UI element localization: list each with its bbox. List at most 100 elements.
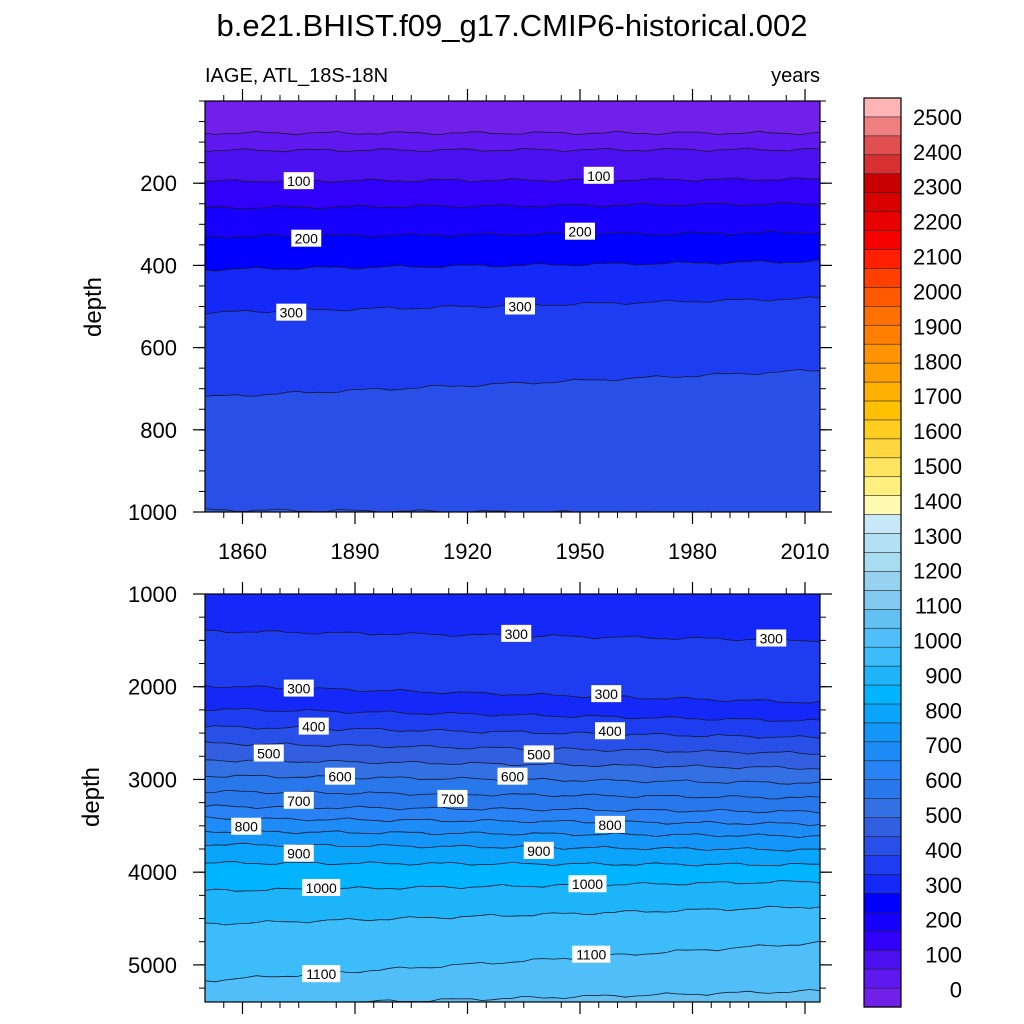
colorbar-swatch bbox=[863, 362, 902, 383]
lower-contour-label-box bbox=[302, 878, 341, 896]
lower-contour-label-box bbox=[231, 817, 262, 835]
upper-contour-label-box bbox=[505, 297, 535, 315]
lower-contour-label-box bbox=[497, 767, 528, 785]
lower-ytick-label: 4000 bbox=[128, 860, 177, 885]
colorbar-swatch bbox=[863, 400, 902, 421]
upper-xtick-label: 2010 bbox=[781, 539, 830, 564]
lower-contour-line bbox=[204, 759, 821, 770]
lower-contour-line bbox=[204, 741, 821, 755]
colorbar-label: 1400 bbox=[913, 489, 962, 514]
colorbar-label: 1700 bbox=[913, 384, 962, 409]
colorbar-swatch bbox=[863, 268, 902, 288]
colorbar-swatch bbox=[863, 343, 902, 364]
lower-contour-label: 800 bbox=[235, 819, 259, 835]
colorbar-swatch bbox=[863, 211, 902, 232]
lower-contour-label-box bbox=[591, 685, 622, 703]
lower-contour-line bbox=[204, 707, 821, 722]
colorbar-label: 2500 bbox=[913, 105, 962, 130]
colorbar-label: 200 bbox=[925, 908, 962, 933]
colorbar-swatch bbox=[863, 249, 902, 270]
upper-contour-band bbox=[205, 369, 820, 512]
upper-ylabel: depth bbox=[80, 277, 107, 337]
upper-contour-label-box bbox=[276, 303, 307, 321]
upper-xtick-label: 1890 bbox=[331, 539, 380, 564]
lower-contour-line bbox=[204, 816, 821, 827]
colorbar-label: 1800 bbox=[913, 349, 962, 374]
colorbar-swatch bbox=[863, 798, 902, 819]
lower-contour-label: 800 bbox=[598, 817, 622, 833]
lower-contour-label: 1000 bbox=[306, 880, 337, 896]
upper-contour-line bbox=[204, 202, 821, 210]
colorbar-swatch bbox=[863, 665, 902, 686]
colorbar-label: 1600 bbox=[913, 419, 962, 444]
colorbar-label: 100 bbox=[925, 943, 962, 968]
colorbar-label: 1900 bbox=[913, 314, 962, 339]
upper-ytick-label: 400 bbox=[140, 253, 177, 278]
colorbar-swatch bbox=[863, 173, 902, 194]
colorbar-swatch bbox=[863, 874, 902, 894]
upper-contour-label-box bbox=[291, 229, 322, 247]
colorbar-frame bbox=[863, 97, 902, 1008]
lower-contour-label-box bbox=[501, 624, 532, 642]
upper-contour-label: 200 bbox=[568, 224, 592, 240]
colorbar-swatch bbox=[863, 287, 902, 307]
colorbar-swatch bbox=[863, 855, 902, 876]
colorbar-label: 1200 bbox=[913, 559, 962, 584]
colorbar-swatch bbox=[863, 703, 902, 724]
colorbar-swatch bbox=[863, 949, 902, 970]
upper-xtick-label: 1920 bbox=[443, 539, 492, 564]
lower-contour-label: 300 bbox=[505, 626, 529, 642]
upper-contour-label-box bbox=[283, 172, 314, 190]
upper-contour-label: 100 bbox=[587, 168, 611, 184]
lower-contour-label: 300 bbox=[287, 681, 311, 697]
lower-ylabel: depth bbox=[78, 767, 105, 827]
lower-contour-label: 900 bbox=[527, 843, 551, 859]
upper-contour-label-box bbox=[565, 222, 595, 240]
colorbar-swatch bbox=[863, 192, 902, 213]
lower-contour-label: 1100 bbox=[576, 947, 606, 963]
colorbar-swatch bbox=[863, 116, 902, 137]
variable-region-label: IAGE, ATL_18S-18N bbox=[205, 65, 388, 87]
colorbar-label: 2400 bbox=[913, 140, 962, 165]
colorbar-swatch bbox=[863, 760, 902, 781]
colorbar-swatch bbox=[863, 476, 902, 497]
lower-contour-label-box bbox=[523, 745, 554, 763]
colorbar-swatch bbox=[863, 893, 902, 913]
colorbar-swatch bbox=[863, 552, 902, 573]
colorbar-label: 2300 bbox=[913, 175, 962, 200]
colorbar-swatch bbox=[863, 419, 902, 440]
colorbar-swatch bbox=[863, 779, 902, 800]
upper-xtick-label: 1860 bbox=[218, 539, 267, 564]
colorbar-label: 800 bbox=[925, 698, 962, 723]
colorbar-label: 1500 bbox=[913, 454, 962, 479]
lower-contour-label: 1100 bbox=[306, 966, 336, 982]
upper-xtick-label: 1980 bbox=[668, 539, 717, 564]
lower-frame bbox=[204, 593, 821, 1003]
upper-xtick-label: 1950 bbox=[556, 539, 605, 564]
figure-title: b.e21.BHIST.f09_g17.CMIP6-historical.002 bbox=[216, 8, 807, 43]
lower-contour-label: 300 bbox=[595, 686, 619, 702]
colorbar-swatch bbox=[863, 741, 902, 762]
lower-contour-label: 700 bbox=[441, 791, 465, 807]
colorbar-label: 1300 bbox=[913, 524, 962, 549]
lower-contour-label-box bbox=[437, 789, 468, 807]
colorbar-swatch bbox=[863, 968, 902, 989]
lower-contour-label-box bbox=[283, 844, 314, 862]
units-label: years bbox=[771, 65, 820, 87]
colorbar-swatch bbox=[863, 135, 902, 156]
lower-contour-label-box bbox=[523, 841, 554, 859]
lower-contour-label: 400 bbox=[598, 723, 622, 739]
colorbar-label: 1100 bbox=[915, 594, 962, 619]
colorbar-swatch bbox=[863, 817, 902, 838]
lower-contour-label-box bbox=[595, 722, 625, 740]
upper-ytick-label: 1000 bbox=[128, 500, 177, 525]
colorbar-swatch bbox=[863, 627, 902, 648]
colorbar-swatch bbox=[863, 514, 902, 535]
lower-contour-label-box bbox=[572, 945, 611, 963]
upper-contour-label: 300 bbox=[508, 299, 532, 315]
upper-ytick-label: 800 bbox=[140, 418, 177, 443]
lower-contour-line bbox=[205, 861, 820, 867]
upper-ytick-label: 200 bbox=[140, 171, 177, 196]
upper-contour-line bbox=[204, 259, 821, 272]
lower-contour-label-box bbox=[298, 717, 329, 735]
